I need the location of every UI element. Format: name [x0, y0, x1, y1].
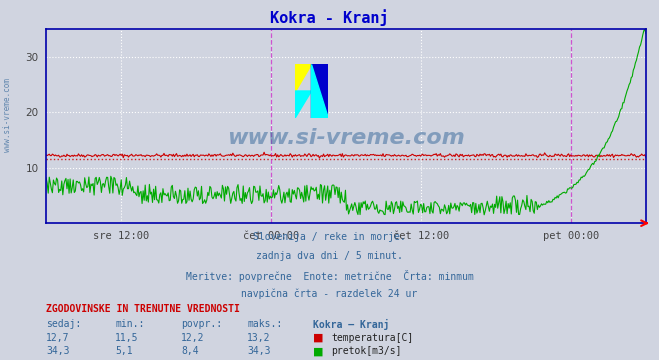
Text: Kokra - Kranj: Kokra - Kranj — [270, 9, 389, 26]
Text: pretok[m3/s]: pretok[m3/s] — [331, 346, 402, 356]
Polygon shape — [295, 91, 312, 118]
Text: ■: ■ — [313, 346, 324, 356]
Text: 13,2: 13,2 — [247, 333, 271, 343]
Text: min.:: min.: — [115, 319, 145, 329]
Text: sedaj:: sedaj: — [46, 319, 81, 329]
Polygon shape — [312, 64, 328, 118]
Text: navpična črta - razdelek 24 ur: navpična črta - razdelek 24 ur — [241, 288, 418, 299]
Text: Slovenija / reke in morje.: Slovenija / reke in morje. — [253, 232, 406, 242]
Text: 34,3: 34,3 — [46, 346, 70, 356]
Polygon shape — [312, 64, 328, 118]
Text: povpr.:: povpr.: — [181, 319, 222, 329]
Text: 34,3: 34,3 — [247, 346, 271, 356]
Text: 12,2: 12,2 — [181, 333, 205, 343]
Text: 8,4: 8,4 — [181, 346, 199, 356]
Text: www.si-vreme.com: www.si-vreme.com — [227, 128, 465, 148]
Text: ZGODOVINSKE IN TRENUTNE VREDNOSTI: ZGODOVINSKE IN TRENUTNE VREDNOSTI — [46, 304, 240, 314]
Text: 12,7: 12,7 — [46, 333, 70, 343]
Text: 5,1: 5,1 — [115, 346, 133, 356]
Text: Meritve: povprečne  Enote: metrične  Črta: minmum: Meritve: povprečne Enote: metrične Črta:… — [186, 270, 473, 282]
Text: maks.:: maks.: — [247, 319, 282, 329]
Text: www.si-vreme.com: www.si-vreme.com — [3, 78, 13, 152]
Text: ■: ■ — [313, 333, 324, 343]
Text: Kokra – Kranj: Kokra – Kranj — [313, 319, 389, 330]
Polygon shape — [295, 64, 312, 91]
Text: temperatura[C]: temperatura[C] — [331, 333, 414, 343]
Text: zadnja dva dni / 5 minut.: zadnja dva dni / 5 minut. — [256, 251, 403, 261]
Text: 11,5: 11,5 — [115, 333, 139, 343]
